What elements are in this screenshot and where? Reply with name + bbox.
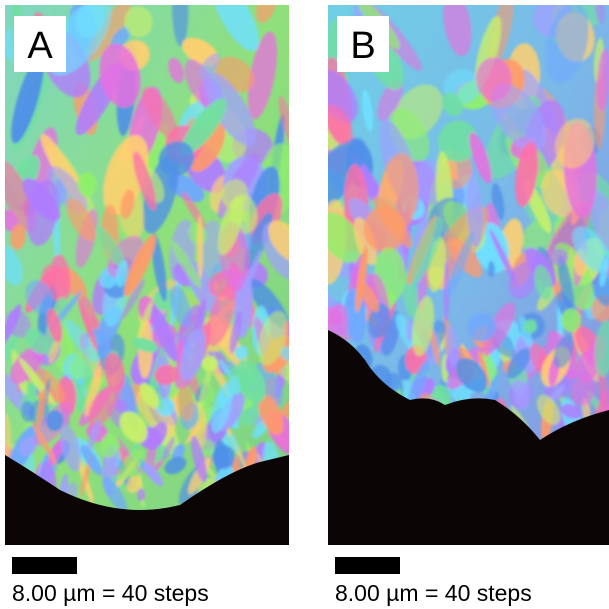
scale-bar: [335, 557, 400, 574]
figure: A B 8.00 µm = 40 steps 8.00 µm = 40 step…: [0, 0, 609, 609]
grain: [561, 308, 581, 332]
panel-label: A: [27, 25, 53, 67]
map-a: [0, 0, 312, 545]
scale-text: 8.00 µm = 40 steps: [335, 580, 532, 606]
scale-bar: [12, 557, 77, 574]
scale-text: 8.00 µm = 40 steps: [12, 580, 209, 606]
map-b: [288, 0, 609, 545]
panel-label: B: [350, 25, 375, 67]
